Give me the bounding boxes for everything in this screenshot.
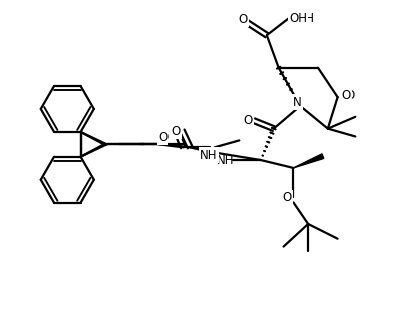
- Text: O: O: [242, 114, 252, 127]
- Text: O: O: [159, 131, 168, 144]
- Text: N: N: [294, 96, 303, 110]
- Text: O: O: [282, 191, 291, 204]
- Text: O: O: [244, 114, 253, 127]
- Text: O: O: [238, 14, 247, 27]
- Text: NH: NH: [198, 149, 216, 162]
- Text: O: O: [346, 89, 355, 102]
- Text: NH: NH: [200, 149, 218, 162]
- Text: NH: NH: [217, 154, 234, 167]
- Text: O: O: [158, 131, 167, 144]
- Text: O: O: [283, 191, 292, 204]
- Text: O: O: [172, 125, 181, 138]
- Text: OH: OH: [289, 12, 307, 25]
- Text: O: O: [171, 124, 180, 137]
- Polygon shape: [293, 154, 324, 168]
- Text: N: N: [293, 95, 302, 109]
- Text: O: O: [342, 89, 351, 102]
- Text: OH: OH: [296, 12, 314, 25]
- Text: O: O: [239, 13, 248, 26]
